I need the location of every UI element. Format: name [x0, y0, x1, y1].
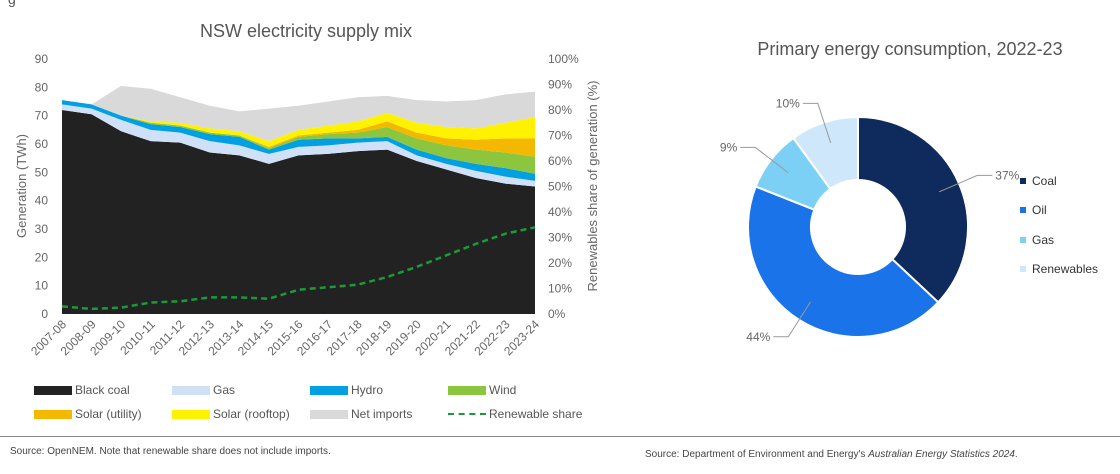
y-tick-label: 40 — [35, 194, 49, 208]
pie-legend-gas: Gas — [1020, 233, 1054, 247]
legend-hydro: Hydro — [310, 383, 383, 397]
pie-legend-coal: Coal — [1020, 174, 1057, 188]
y2-tick-label: 40% — [548, 205, 572, 219]
legend-solar-utility: Solar (utility) — [34, 407, 142, 421]
slice-coal — [857, 115, 969, 304]
area-gas — [62, 104, 535, 187]
right-source-note: Source: Department of Environment and En… — [645, 449, 1018, 460]
y-tick-label: 70 — [35, 109, 49, 123]
y2-tick-label: 30% — [548, 231, 572, 245]
y2-tick-label: 0% — [548, 307, 566, 321]
leader-line — [740, 146, 789, 174]
legend-swatch — [172, 409, 210, 419]
y2-tick-label: 100% — [548, 52, 579, 66]
legend-renewable-share: Renewable share — [448, 407, 582, 421]
legend-line-swatch — [448, 413, 486, 415]
stacked-area-chart: NSW electricity supply mix 0 10 20 30 40 50 60… — [14, 21, 600, 358]
y-axis-title: Generation (TWh) — [14, 134, 29, 238]
slice-renewables — [791, 115, 859, 191]
legend-swatch — [1020, 207, 1026, 213]
area-net-imports — [62, 85, 535, 142]
y2-tick-label: 70% — [548, 129, 572, 143]
y2-tick-label: 10% — [548, 282, 572, 296]
y-tick-label: 10 — [35, 279, 49, 293]
legend-swatch — [310, 385, 348, 395]
y-tick-label: 60 — [35, 137, 49, 151]
slice-value-label: 9% — [720, 140, 738, 154]
leader-line — [773, 301, 812, 338]
pie-legend-renewables: Renewables — [1020, 262, 1098, 276]
y-tick-label: 0 — [41, 307, 48, 321]
area-hydro — [62, 100, 535, 181]
y-tick-label: 80 — [35, 80, 49, 94]
legend-swatch — [1020, 178, 1026, 184]
y2-tick-label: 50% — [548, 180, 572, 194]
y2-tick-label: 60% — [548, 154, 572, 168]
slice-value-label: 37% — [995, 168, 1019, 182]
chart-title: NSW electricity supply mix — [200, 21, 412, 41]
y-tick-label: 90 — [35, 52, 49, 66]
slice-value-label: 44% — [746, 330, 770, 344]
legend-black-coal: Black coal — [34, 383, 130, 397]
y2-tick-label: 20% — [548, 256, 572, 270]
legend-wind: Wind — [448, 383, 516, 397]
y-tick-label: 50 — [35, 165, 49, 179]
renewable-share-line — [61, 226, 536, 311]
slice-value-label: 10% — [776, 96, 800, 110]
y-tick-label: 30 — [35, 222, 49, 236]
leader-line — [939, 174, 993, 193]
legend-swatch — [34, 409, 72, 419]
legend-solar-rooftop: Solar (rooftop) — [172, 407, 290, 421]
top-cut-text: g — [8, 0, 16, 7]
y-tick-label: 20 — [35, 250, 49, 264]
pie-legend-oil: Oil — [1020, 203, 1047, 217]
y2-tick-label: 90% — [548, 78, 572, 92]
donut-chart: Primary energy consumption, 2022-23 37% 4… — [720, 39, 1063, 344]
y2-tick-label: 80% — [548, 103, 572, 117]
y2-axis-title: Renewables share of generation (%) — [585, 80, 600, 291]
footer-divider — [0, 436, 1120, 437]
legend-swatch — [172, 385, 210, 395]
legend-swatch — [310, 409, 348, 419]
pie-title: Primary energy consumption, 2022-23 — [757, 39, 1062, 59]
left-source-note: Source: OpenNEM. Note that renewable sha… — [10, 446, 331, 457]
leader-line — [802, 102, 832, 143]
slice-oil — [747, 185, 940, 338]
legend-swatch — [1020, 237, 1026, 243]
legend-swatch — [1020, 266, 1026, 272]
legend-swatch — [448, 385, 486, 395]
legend-net-imports: Net imports — [310, 407, 412, 421]
legend-gas: Gas — [172, 383, 235, 397]
legend-swatch — [34, 385, 72, 395]
